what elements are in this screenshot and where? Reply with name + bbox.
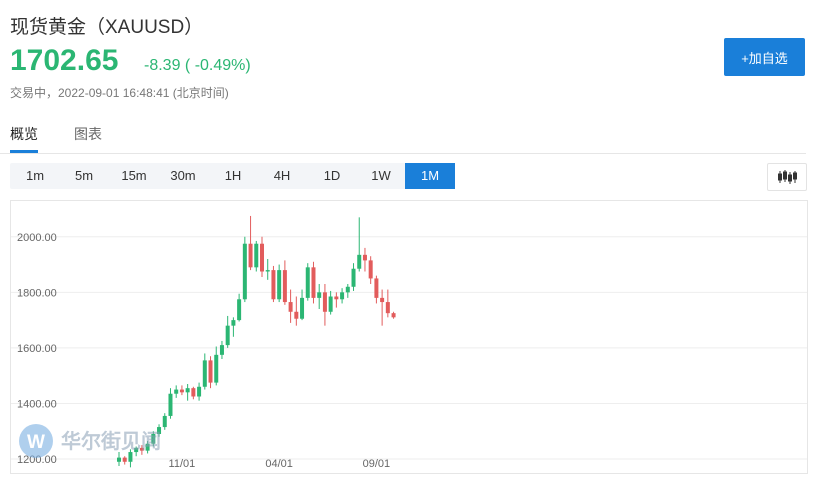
y-tick-label: 1200.00	[17, 454, 57, 466]
candle-body	[214, 354, 219, 383]
candle-body	[271, 270, 276, 300]
candle-body	[128, 452, 133, 462]
watermark-logo-letter: W	[27, 432, 45, 453]
candle-body	[208, 360, 213, 383]
candle-body	[237, 299, 242, 321]
trading-status: 交易中，2022-09-01 16:48:41 (北京时间)	[10, 86, 229, 100]
view-tabs: 概览 图表	[0, 112, 806, 154]
candle-body	[117, 457, 121, 462]
candle-body	[162, 415, 167, 428]
candle-body	[380, 297, 385, 303]
period-1d[interactable]: 1D	[323, 168, 341, 183]
tab-overview[interactable]: 概览	[10, 126, 38, 142]
candle-body	[260, 243, 264, 272]
candle-body	[122, 457, 127, 462]
candle-body	[357, 254, 362, 269]
chart-type-button[interactable]	[767, 163, 807, 191]
y-tick-label: 1800.00	[17, 287, 57, 299]
period-1M[interactable]: 1M	[405, 163, 455, 189]
x-tick-label: 04/01	[265, 458, 293, 470]
candle-body	[288, 302, 293, 312]
candle-body	[157, 427, 162, 434]
period-15m[interactable]: 15m	[121, 168, 147, 183]
period-1h[interactable]: 1H	[224, 168, 242, 183]
candle-body	[197, 386, 202, 397]
candlestick-chart: 1200.00 1400.00 1600.00 1800.00 2000.00 11/01…	[11, 215, 807, 470]
period-5m[interactable]: 5m	[74, 168, 94, 183]
candle-body	[368, 260, 373, 279]
x-tick-label: 09/01	[363, 458, 391, 470]
candle-body	[334, 296, 339, 300]
watermark-text: 华尔街见闻	[61, 429, 161, 453]
price-change: -8.39 ( -0.49%)	[144, 57, 251, 74]
candle-body	[191, 388, 196, 397]
candle-body	[254, 243, 259, 268]
candle-body	[174, 389, 179, 394]
period-1w[interactable]: 1W	[371, 168, 391, 183]
period-selector: 1m 5m 15m 30m 1H 4H 1D 1W 1M	[10, 163, 806, 189]
y-tick-label: 1600.00	[17, 343, 57, 355]
period-bar	[10, 163, 455, 189]
candle-body	[311, 267, 316, 298]
candle-body	[391, 313, 396, 318]
candle-body	[202, 360, 207, 387]
candle-body	[300, 297, 305, 319]
watermark: W 华尔街见闻	[17, 423, 187, 468]
asset-title: 现货黄金（XAUUSD）	[10, 17, 204, 38]
candle-body	[362, 254, 367, 261]
period-4h[interactable]: 4H	[273, 168, 291, 183]
candle-body	[242, 243, 247, 300]
candle-body	[139, 447, 144, 451]
candle-body	[351, 268, 356, 287]
x-tick-label: 11/01	[169, 458, 196, 470]
candle-body	[322, 292, 327, 312]
candle-body	[134, 447, 139, 453]
candle-body	[282, 270, 287, 303]
current-price: 1702.65	[10, 44, 119, 77]
candle-body	[277, 270, 282, 300]
add-to-watchlist-button[interactable]: +加自选	[724, 38, 805, 76]
watermark-logo-icon	[19, 424, 53, 458]
candle-body	[345, 286, 350, 293]
candle-body	[225, 325, 230, 346]
candle-body	[219, 345, 224, 355]
candle-body	[231, 320, 236, 326]
candle-body	[305, 267, 310, 298]
tab-chart[interactable]: 图表	[74, 126, 102, 142]
y-tick-label: 2000.00	[17, 232, 57, 244]
active-tab-indicator	[10, 150, 38, 153]
candle-body	[179, 389, 184, 393]
candle-body	[317, 292, 322, 298]
candle-body	[151, 434, 156, 444]
candle-body	[340, 292, 345, 300]
candle-body	[168, 393, 173, 416]
chart-area: 1200.00 1400.00 1600.00 1800.00 2000.00 11/01…	[10, 200, 808, 474]
period-1m[interactable]: 1m	[25, 168, 45, 183]
candle-body	[248, 243, 253, 268]
y-tick-label: 1400.00	[17, 398, 57, 410]
candlestick-icon	[778, 170, 797, 184]
candle-body	[265, 270, 270, 272]
candle-body	[294, 311, 299, 319]
candle-body	[385, 302, 390, 314]
candle-body	[185, 388, 190, 393]
candle-body	[145, 443, 150, 451]
candle-body	[328, 296, 333, 312]
candle-body	[374, 278, 379, 298]
period-30m[interactable]: 30m	[170, 168, 196, 183]
